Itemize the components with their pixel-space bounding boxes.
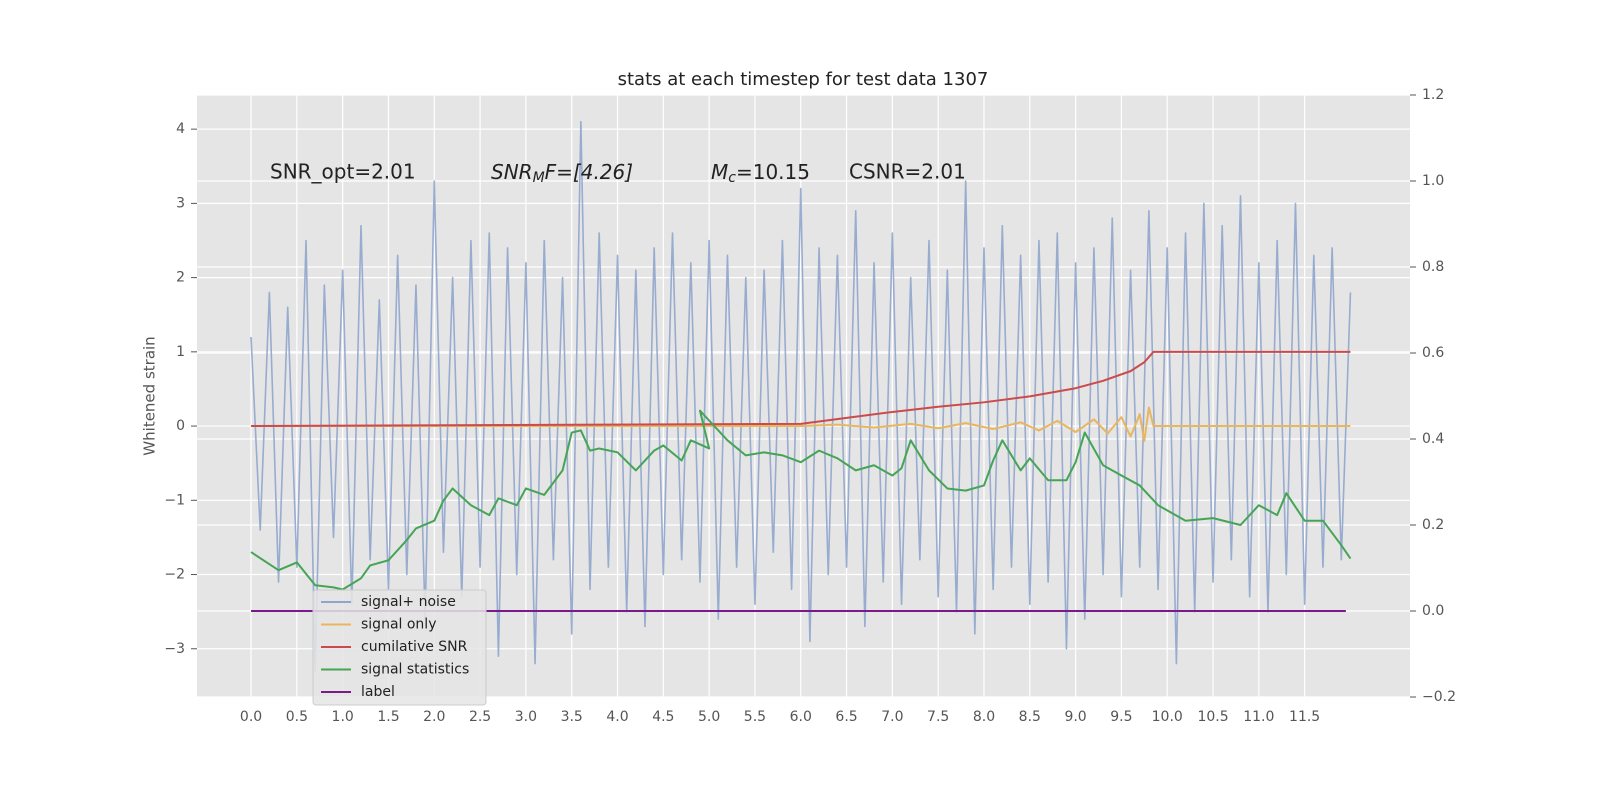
annotation: Mc=10.15 xyxy=(711,160,810,187)
y2-tick-label: 1.2 xyxy=(1422,87,1444,103)
x-tick-label: 10.0 xyxy=(1152,709,1183,725)
legend-label: signal statistics xyxy=(361,662,469,678)
y2-tick-label: 0.2 xyxy=(1422,517,1444,533)
legend-label: cumilative SNR xyxy=(361,639,468,655)
series-line xyxy=(250,409,1352,591)
y-tick-label: 2 xyxy=(176,270,185,286)
legend: signal+ noise signal only cumilative SNR si… xyxy=(312,589,487,706)
y2-tick-label: 0.4 xyxy=(1422,431,1444,447)
y-tick-label: 0 xyxy=(176,418,185,434)
annotation-part: =10.15 xyxy=(736,160,810,184)
annotation: SNRMF=[4.26] xyxy=(491,160,633,187)
y-tick-label: −3 xyxy=(164,641,185,657)
annotation-part: c xyxy=(728,170,736,186)
y2-tick-label: 0.6 xyxy=(1422,345,1444,361)
x-tick-label: 0.0 xyxy=(240,709,262,725)
x-tick-label: 8.5 xyxy=(1019,709,1041,725)
x-tick-label: 0.5 xyxy=(286,709,308,725)
annotation: SNR_opt=2.01 xyxy=(270,160,416,184)
annotation-part: F=[4.26] xyxy=(545,160,633,184)
y2-tick-label: 1.0 xyxy=(1422,173,1444,189)
annotation-part: SNR xyxy=(491,160,533,184)
x-tick-label: 10.5 xyxy=(1197,709,1228,725)
x-tick-label: 6.0 xyxy=(790,709,812,725)
y-tick-label: 1 xyxy=(176,344,185,360)
annotation: CSNR=2.01 xyxy=(849,160,966,184)
x-tick-label: 2.5 xyxy=(469,709,491,725)
x-tick-label: 4.0 xyxy=(606,709,628,725)
x-tick-label: 9.5 xyxy=(1110,709,1132,725)
series-line xyxy=(250,120,1352,672)
x-tick-label: 8.0 xyxy=(973,709,995,725)
y-axis-label: Whitened strain xyxy=(141,336,159,455)
x-tick-label: 3.5 xyxy=(561,709,583,725)
x-tick-label: 11.0 xyxy=(1243,709,1274,725)
legend-box xyxy=(312,589,487,706)
y-tick-label: 3 xyxy=(176,195,185,211)
legend-label: label xyxy=(361,684,395,700)
legend-label: signal only xyxy=(361,617,436,633)
x-tick-label: 7.0 xyxy=(881,709,903,725)
y2-tick-label: 0.0 xyxy=(1422,603,1444,619)
y2-tick-label: −0.2 xyxy=(1422,689,1456,705)
annotation-part: M xyxy=(533,170,545,186)
x-tick-label: 6.5 xyxy=(835,709,857,725)
y-tick-label: −1 xyxy=(164,492,185,508)
x-tick-label: 5.0 xyxy=(698,709,720,725)
annotation-part: M xyxy=(711,160,728,184)
y-tick-label: −2 xyxy=(164,567,185,583)
x-tick-label: 1.5 xyxy=(377,709,399,725)
series-line xyxy=(251,406,1351,442)
x-tick-label: 1.0 xyxy=(332,709,354,725)
chart-title: stats at each timestep for test data 130… xyxy=(618,69,989,90)
y-tick-label: 4 xyxy=(176,121,185,137)
x-tick-label: 9.0 xyxy=(1064,709,1086,725)
x-tick-label: 11.5 xyxy=(1289,709,1320,725)
y2-tick-label: 0.8 xyxy=(1422,259,1444,275)
series-line xyxy=(251,350,1351,428)
x-tick-label: 7.5 xyxy=(927,709,949,725)
x-tick-label: 4.5 xyxy=(652,709,674,725)
lines xyxy=(250,120,1352,672)
x-tick-label: 2.0 xyxy=(423,709,445,725)
x-tick-label: 3.0 xyxy=(515,709,537,725)
x-tick-label: 5.5 xyxy=(744,709,766,725)
legend-label: signal+ noise xyxy=(361,594,456,610)
